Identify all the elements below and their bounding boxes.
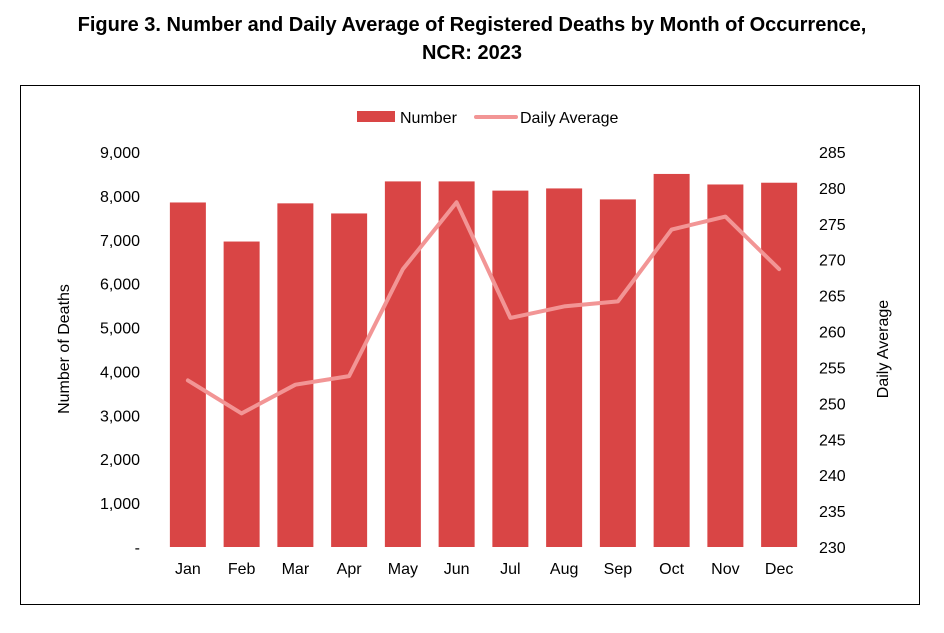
legend-swatch-number [357,111,395,122]
chart-svg: Jan Feb Mar Apr May Jun Jul Aug Sep Oct Nov Dec - 1,0… [56,110,892,578]
y2-tick-label: 250 [819,396,846,413]
x-tick-label: Nov [711,561,739,578]
chart-frame: Jan Feb Mar Apr May Jun Jul Aug Sep Oct Nov Dec - 1,0… [20,85,920,605]
x-tick-label: Jan [175,561,201,578]
x-tick-label: Oct [659,561,684,578]
bar-sep [599,199,636,547]
bar-aug [546,188,583,547]
x-tick-label: Dec [765,561,793,578]
y-tick-label: 6,000 [100,277,140,294]
bar-jun [438,181,475,547]
bar-apr [331,213,368,547]
legend-label-number: Number [400,110,458,127]
x-tick-label: Aug [550,561,578,578]
y2-tick-label: 285 [819,145,846,162]
x-tick-label: Feb [228,561,256,578]
chart-title-line-1: Figure 3. Number and Daily Average of Re… [77,14,867,36]
y2-tick-label: 265 [819,289,846,306]
y-tick-label: 4,000 [100,364,140,381]
y-tick-label: 3,000 [100,408,140,425]
y2-tick-label: 270 [819,253,846,270]
y2-tick-label: 255 [819,360,846,377]
bar-oct [653,173,690,547]
legend-label-daily-average: Daily Average [520,110,619,127]
bar-jan [169,202,206,547]
chart-title-line-2: NCR: 2023 [421,42,523,64]
y-tick-label: 9,000 [100,145,140,162]
y-tick-label: 1,000 [100,496,140,513]
x-tick-label: Jun [444,561,470,578]
y-tick-label: - [135,540,140,557]
x-tick-label: May [388,561,418,578]
bar-nov [707,184,744,547]
y-tick-label: 5,000 [100,321,140,338]
y2-tick-label: 230 [819,540,846,557]
y2-axis-title: Daily Average [875,300,892,399]
y-tick-label: 7,000 [100,233,140,250]
x-tick-label: Apr [337,561,363,578]
bar-feb [223,241,260,548]
x-tick-label: Sep [604,561,633,578]
y2-tick-label: 275 [819,217,846,234]
x-tick-label: Jul [500,561,520,578]
y-tick-label: 8,000 [100,189,140,206]
y2-tick-label: 235 [819,504,846,521]
bar-dec [761,182,798,547]
y2-tick-label: 280 [819,181,846,198]
y-axis-title: Number of Deaths [56,284,73,414]
daily-average-line [185,200,782,416]
bar-mar [277,203,314,547]
y2-tick-label: 260 [819,325,846,342]
y-tick-label: 2,000 [100,452,140,469]
y2-tick-label: 245 [819,432,846,449]
x-tick-label: Mar [282,561,310,578]
bar-jul [492,190,529,547]
bar-may [384,181,421,547]
y2-tick-label: 240 [819,468,846,485]
